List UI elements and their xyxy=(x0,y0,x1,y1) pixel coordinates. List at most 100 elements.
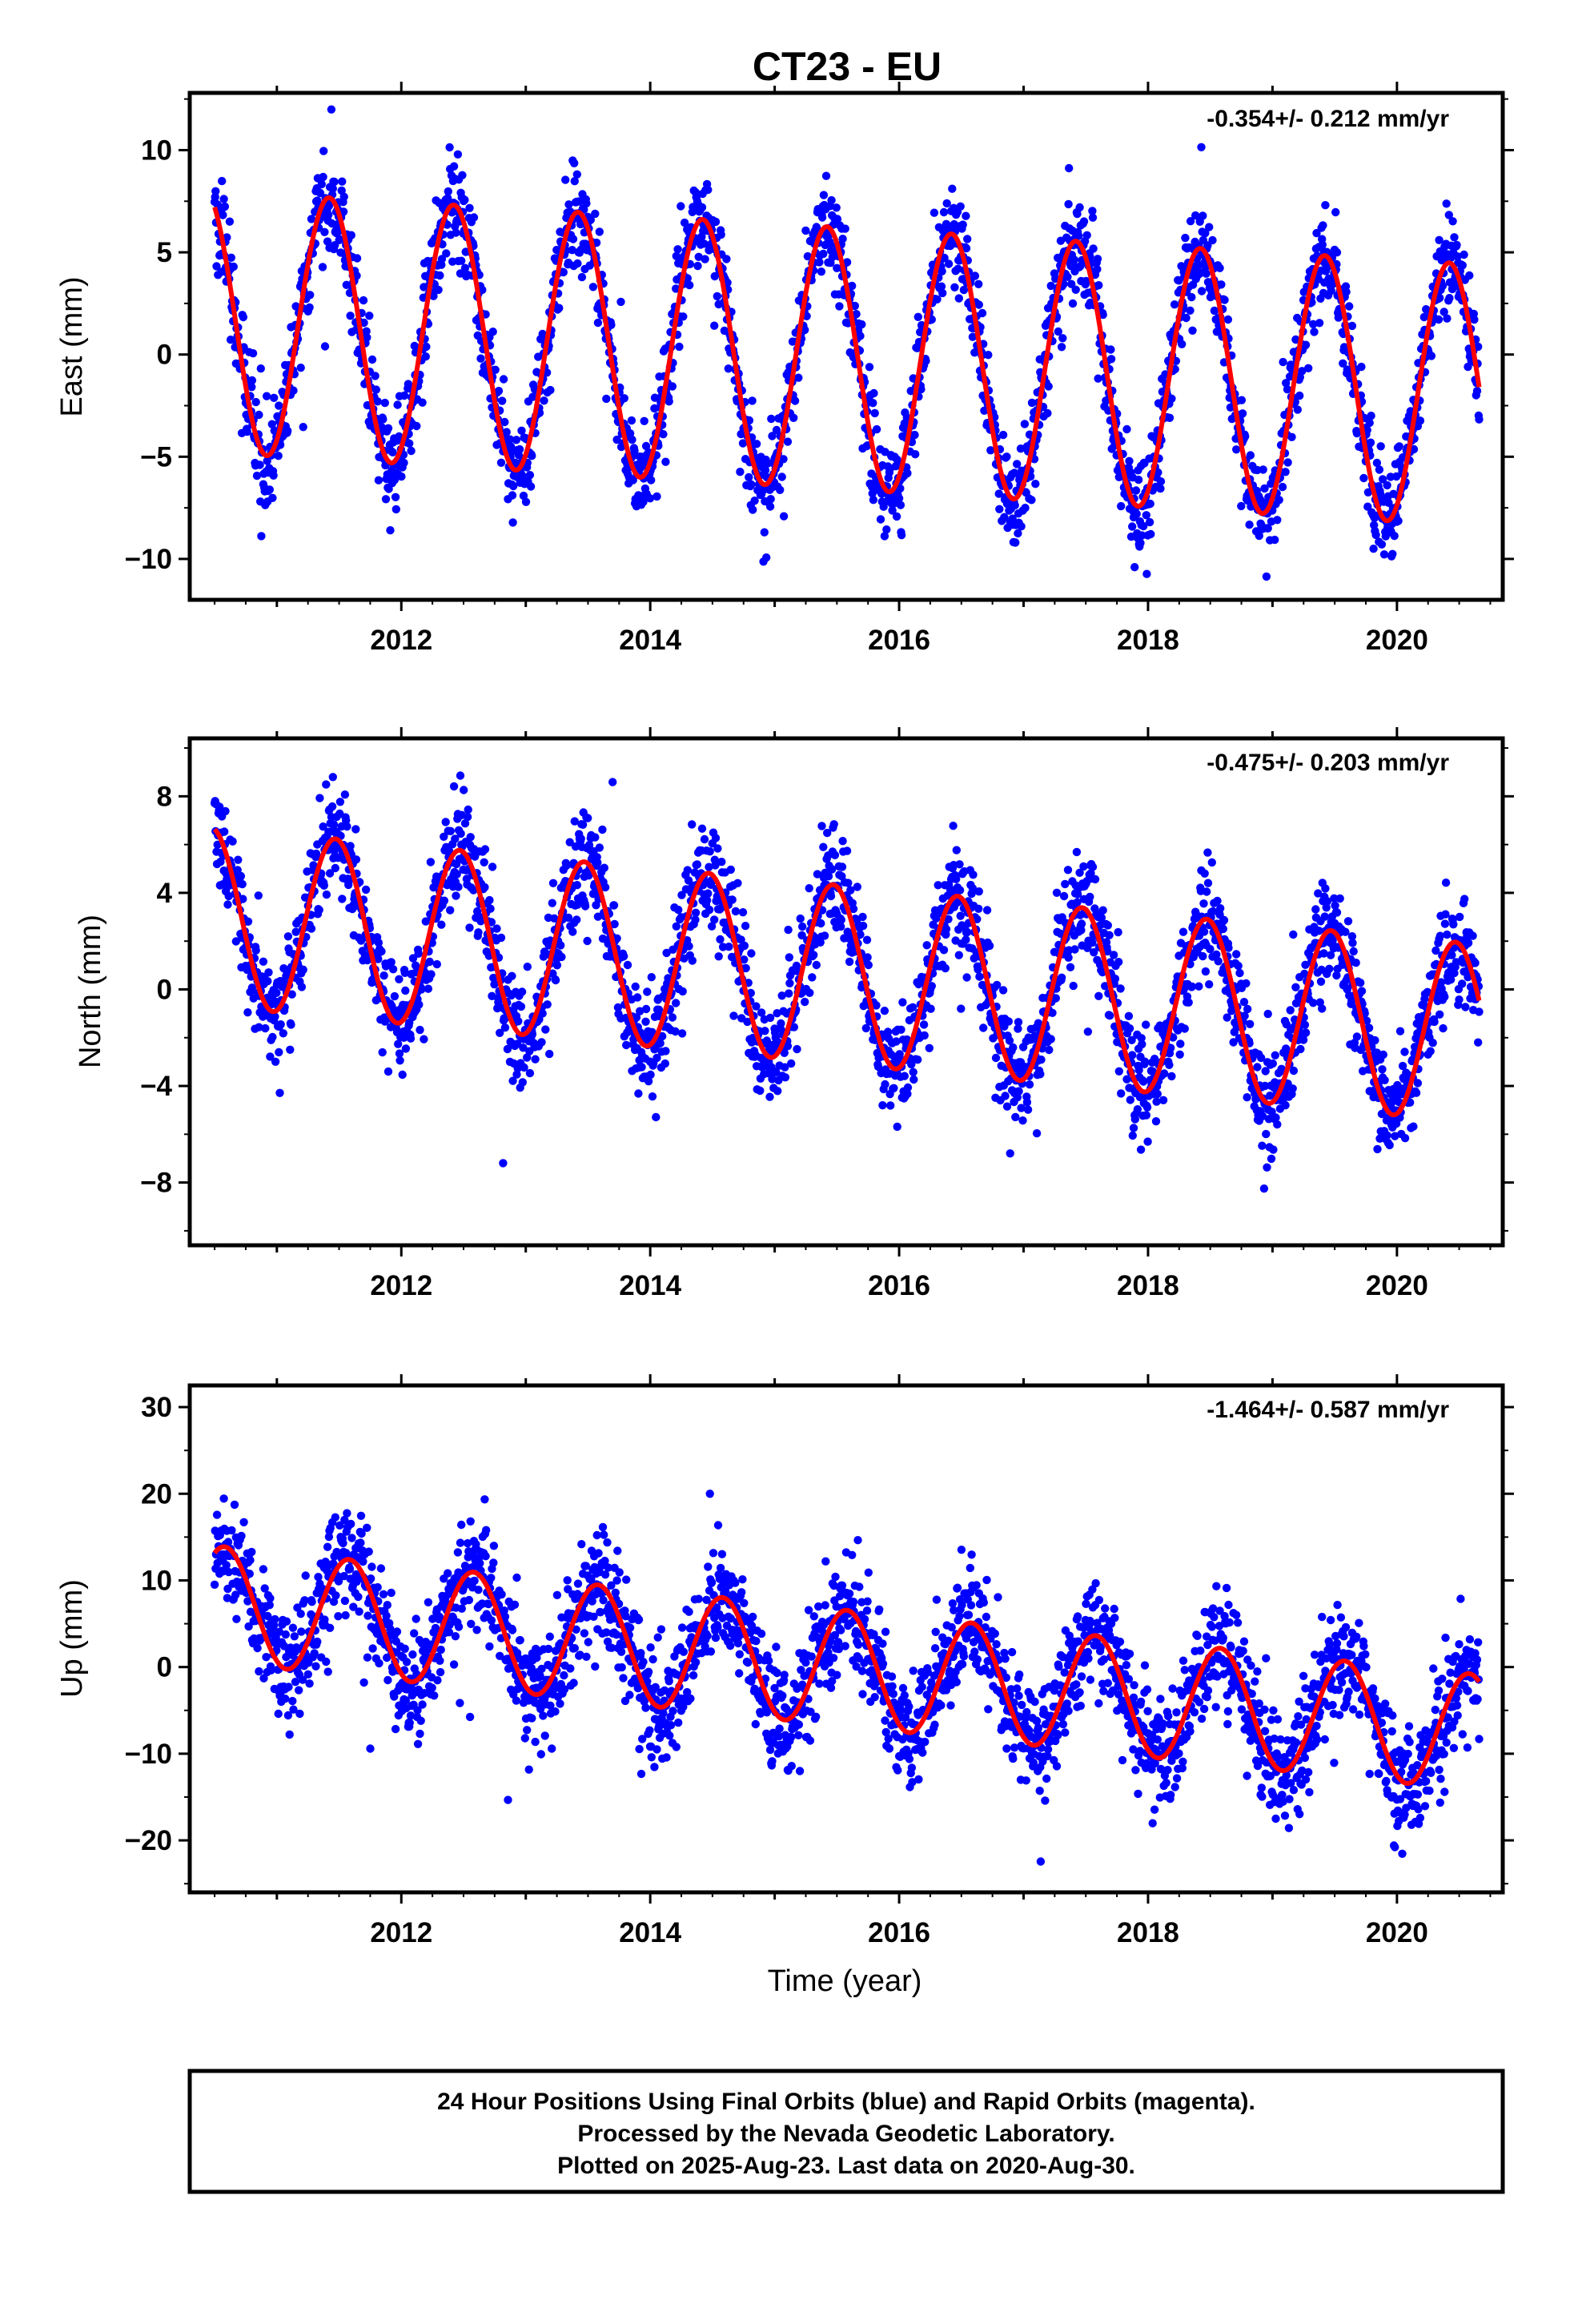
east-data-point xyxy=(1332,248,1342,257)
north-data-point xyxy=(613,1003,623,1012)
north-data-point xyxy=(705,847,714,856)
east-data-point xyxy=(1067,279,1076,288)
north-plot-area xyxy=(210,771,1484,1193)
east-data-point xyxy=(848,281,857,291)
north-data-point xyxy=(1213,896,1222,906)
east-data-point xyxy=(1122,424,1131,434)
north-data-point xyxy=(452,891,460,900)
north-data-point xyxy=(1322,903,1331,912)
east-data-point xyxy=(572,170,581,179)
north-data-point xyxy=(1242,979,1251,988)
east-data-point xyxy=(1331,207,1340,217)
north-data-point xyxy=(1150,1055,1159,1063)
north-data-point xyxy=(726,865,735,875)
north-data-point xyxy=(441,818,450,826)
north-data-point xyxy=(213,840,222,850)
north-data-point xyxy=(861,1023,871,1033)
east-data-point xyxy=(1438,281,1447,291)
east-data-point xyxy=(838,235,847,243)
east-data-point xyxy=(1063,272,1072,281)
east-data-point xyxy=(801,226,810,235)
east-data-point xyxy=(307,215,316,223)
east-data-point xyxy=(652,492,661,501)
east-data-point xyxy=(1472,387,1482,396)
east-data-point xyxy=(1237,396,1247,404)
north-data-point xyxy=(785,979,794,988)
east-data-point xyxy=(1070,255,1079,264)
north-data-point xyxy=(797,931,806,940)
north-panel: -0.475+/- 0.203 mm/yr North (mm) −8−4048… xyxy=(74,727,1514,1301)
east-data-point xyxy=(634,491,643,500)
east-data-point xyxy=(937,282,946,291)
north-data-point xyxy=(856,930,865,939)
north-data-point xyxy=(805,884,813,893)
north-data-point xyxy=(540,947,549,956)
east-data-point xyxy=(1376,442,1385,451)
east-data-point xyxy=(930,208,939,217)
east-panel: -0.354+/- 0.212 mm/yr East (mm) −10−5051… xyxy=(55,82,1514,656)
north-data-point xyxy=(390,991,400,1001)
north-data-point xyxy=(1240,1011,1249,1020)
east-data-point xyxy=(1298,367,1307,376)
north-data-point xyxy=(677,891,686,899)
north-data-point xyxy=(1229,1038,1238,1047)
north-data-point xyxy=(1142,1111,1151,1120)
east-data-point xyxy=(865,363,874,372)
east-data-point xyxy=(1202,269,1211,278)
north-data-point xyxy=(725,943,733,951)
east-data-point xyxy=(1000,513,1009,521)
east-data-point xyxy=(1390,532,1399,541)
north-data-point xyxy=(440,832,448,842)
north-data-point xyxy=(717,903,725,913)
north-data-point xyxy=(593,858,602,867)
north-data-point xyxy=(969,870,978,879)
north-data-point xyxy=(1180,1024,1190,1033)
east-data-point xyxy=(1304,364,1313,372)
north-data-point xyxy=(1138,1039,1146,1049)
east-data-point xyxy=(1450,233,1459,242)
north-data-point xyxy=(416,1025,424,1035)
north-data-point xyxy=(1321,884,1330,893)
north-data-point xyxy=(1048,1008,1057,1018)
east-data-point xyxy=(1388,549,1397,558)
north-data-point xyxy=(1214,957,1223,966)
north-data-point xyxy=(620,951,628,961)
north-data-point xyxy=(1253,1063,1262,1072)
east-data-point xyxy=(1167,394,1176,403)
north-data-point xyxy=(1207,858,1217,867)
east-data-point xyxy=(789,413,798,422)
north-data-point xyxy=(781,1063,789,1072)
north-data-point xyxy=(463,812,472,822)
north-data-point xyxy=(480,883,489,892)
north-data-point xyxy=(641,1004,651,1014)
east-data-point xyxy=(347,231,355,239)
north-data-point xyxy=(1143,1137,1152,1146)
east-data-point xyxy=(747,480,756,489)
east-data-point xyxy=(1369,545,1378,553)
east-data-point xyxy=(212,262,221,271)
north-data-point xyxy=(503,1044,512,1054)
east-data-point xyxy=(323,237,332,246)
east-data-point xyxy=(442,249,451,258)
north-data-point xyxy=(537,1038,546,1047)
east-data-point xyxy=(1275,496,1283,505)
east-data-point xyxy=(1237,501,1246,511)
east-data-point xyxy=(1241,432,1250,441)
east-data-point xyxy=(1318,240,1327,249)
east-data-point xyxy=(407,446,416,456)
east-data-point xyxy=(491,365,500,374)
east-data-point xyxy=(1191,211,1200,220)
east-data-point xyxy=(346,312,355,320)
north-data-point xyxy=(1032,1129,1042,1138)
north-data-point xyxy=(562,861,571,870)
north-data-point xyxy=(1034,1019,1043,1027)
east-data-point xyxy=(400,458,408,468)
east-data-point xyxy=(1170,300,1179,309)
east-data-point xyxy=(710,321,719,330)
north-data-point xyxy=(844,879,853,887)
east-data-point xyxy=(1044,382,1053,391)
east-data-point xyxy=(665,397,673,406)
east-data-point xyxy=(1312,228,1321,238)
east-data-point xyxy=(561,175,570,184)
east-data-point xyxy=(889,499,898,508)
